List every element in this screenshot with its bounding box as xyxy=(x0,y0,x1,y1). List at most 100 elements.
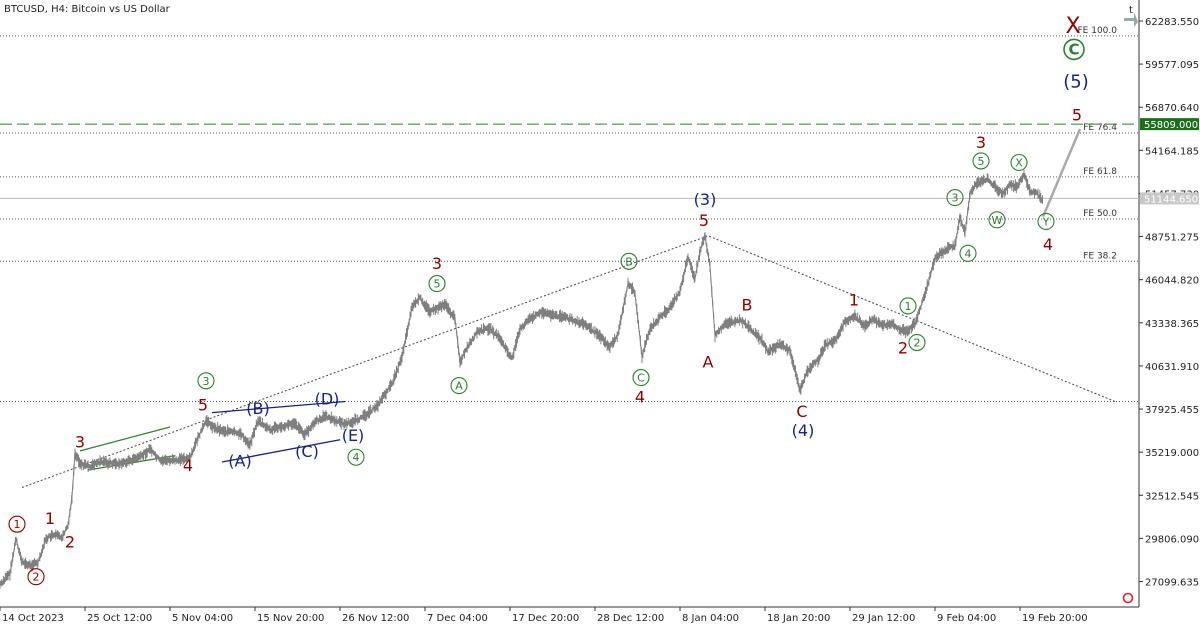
wave-labels: 12123435(A)(B)(C)(D)(E)435ABC4(3)5ABC(4)… xyxy=(8,14,1089,586)
wave-label: 1 xyxy=(905,300,912,313)
wave-label: 2 xyxy=(65,533,75,552)
wave-label: (E) xyxy=(342,426,365,445)
wave-label: (A) xyxy=(228,451,251,470)
wave-label: A xyxy=(455,380,463,393)
wave-circle xyxy=(899,297,917,315)
wave-circle xyxy=(428,275,446,293)
wave-label: 4 xyxy=(1043,235,1053,254)
x-tick-label: 14 Oct 2023 xyxy=(2,613,64,624)
wave-label: (3) xyxy=(694,190,717,209)
wave-label: 2 xyxy=(914,337,921,350)
wave-label: W xyxy=(992,214,1003,227)
wave-circle xyxy=(620,252,638,270)
wave-circle xyxy=(1037,212,1055,231)
x-tick-label: 8 Jan 04:00 xyxy=(682,613,739,624)
wave-label: B xyxy=(625,255,633,268)
wave-label: Y xyxy=(1042,215,1050,228)
wave-label: 5 xyxy=(1072,106,1082,125)
wave-circle xyxy=(1010,153,1028,172)
x-tick-label: 7 Dec 04:00 xyxy=(427,613,488,624)
wave-label: 4 xyxy=(635,388,645,407)
wave-label: 3 xyxy=(432,254,442,273)
wave-circle xyxy=(632,369,650,387)
y-tick-label: 62283.550 xyxy=(1145,17,1199,28)
x-tick-label: 29 Jan 12:00 xyxy=(852,613,915,624)
x-tick-label: 17 Dec 20:00 xyxy=(512,613,579,624)
one-click-trading-icon[interactable] xyxy=(1122,592,1134,604)
wave-circle xyxy=(908,333,926,352)
y-tick-label: 40631.910 xyxy=(1145,362,1199,373)
y-tick-label: 54164.185 xyxy=(1145,146,1199,157)
wave-circle xyxy=(27,568,45,586)
wave-circle xyxy=(1063,38,1085,61)
projection-line xyxy=(1041,128,1082,218)
target-price-tag-bg xyxy=(1140,118,1199,131)
channel-line xyxy=(221,439,341,463)
wave-circle xyxy=(972,152,990,170)
wave-label: (4) xyxy=(792,421,815,440)
wave-label: C xyxy=(796,402,807,421)
wave-label: 3 xyxy=(952,192,959,205)
time-axis[interactable]: 14 Oct 2023 25 Oct 12:00 5 Nov 04:00 15 Nov… xyxy=(0,607,1088,624)
y-tick-label: 29806.090 xyxy=(1145,534,1199,545)
wave-label: (C) xyxy=(295,442,319,461)
channel-line xyxy=(79,426,171,452)
wave-label: X xyxy=(1065,14,1080,39)
wave-label: 2 xyxy=(898,338,908,357)
wave-label: 3 xyxy=(203,375,210,388)
y-tick-label: 46044.820 xyxy=(1145,276,1199,287)
wave-label: 3 xyxy=(75,432,85,451)
price-series xyxy=(0,128,1082,589)
wave-label: A xyxy=(703,353,714,372)
wave-label: B xyxy=(742,295,753,314)
fe-level-label: FE 76.4 xyxy=(1083,123,1117,133)
wave-circle xyxy=(197,372,215,390)
y-tick-label: 32512.545 xyxy=(1145,491,1199,502)
wave-circle xyxy=(946,189,964,207)
y-tick-label: 59577.095 xyxy=(1145,60,1199,71)
wave-label: 1 xyxy=(14,518,21,531)
wave-label: 2 xyxy=(33,571,40,584)
fe-level-label: FE 50.0 xyxy=(1083,209,1117,219)
x-tick-label: 5 Nov 04:00 xyxy=(172,613,233,624)
wave-label: 5 xyxy=(198,396,208,415)
wave-label: 1 xyxy=(45,509,55,528)
wave-label: 5 xyxy=(978,155,985,168)
y-tick-label: 43338.365 xyxy=(1145,319,1199,330)
wave-circle xyxy=(988,211,1006,229)
fe-levels: FE 100.0 FE 76.4 FE 61.8 FE 50.0 FE 38.2 xyxy=(0,26,1139,402)
wave-label: 1 xyxy=(849,291,859,310)
wave-label: 5 xyxy=(699,211,709,230)
y-tick-label: 37925.455 xyxy=(1145,405,1199,416)
price-axis[interactable]: 62283.55059577.09556870.64054164.1855145… xyxy=(1139,17,1199,589)
price-path xyxy=(0,172,1044,586)
autoscroll-marker[interactable]: t xyxy=(1129,5,1133,16)
wave-label: 5 xyxy=(434,278,441,291)
chart-shift-icon[interactable] xyxy=(1124,12,1138,27)
wave-label: 4 xyxy=(965,247,972,260)
channel-line xyxy=(211,400,346,414)
fe-level-label: FE 38.2 xyxy=(1083,251,1117,261)
y-tick-label: 27099.635 xyxy=(1145,578,1199,589)
wave-label: X xyxy=(1015,157,1023,170)
target-price-tag: 55809.000 xyxy=(1144,120,1198,131)
wave-circle xyxy=(450,376,468,395)
x-tick-label: 15 Nov 20:00 xyxy=(257,613,324,624)
current-price-tag: 51144.650 xyxy=(1144,194,1198,205)
y-tick-label: 35219.000 xyxy=(1145,448,1199,459)
wave-label: 4 xyxy=(183,456,193,475)
wave-label: C xyxy=(1068,40,1079,58)
wave-circle xyxy=(959,244,977,262)
wave-label: 4 xyxy=(353,451,360,464)
wave-label: 3 xyxy=(976,133,986,152)
current-price-tag-bg xyxy=(1140,192,1199,205)
x-tick-label: 25 Oct 12:00 xyxy=(87,613,152,624)
y-tick-label: 56870.640 xyxy=(1145,103,1199,114)
x-tick-label: 18 Jan 20:00 xyxy=(767,613,830,624)
wave-circle xyxy=(8,515,26,533)
x-tick-label: 26 Nov 12:00 xyxy=(342,613,409,624)
y-tick-label: 48751.275 xyxy=(1145,233,1199,244)
x-tick-label: 19 Feb 20:00 xyxy=(1022,613,1088,624)
fe-level-label: FE 61.8 xyxy=(1083,167,1117,177)
